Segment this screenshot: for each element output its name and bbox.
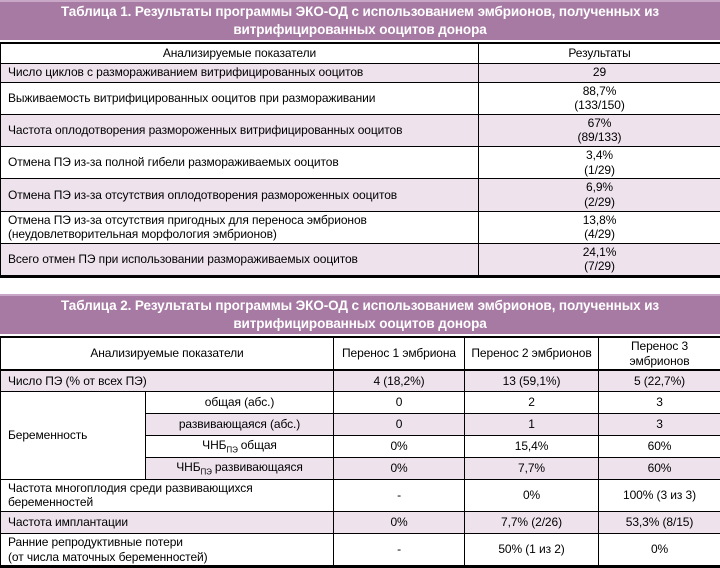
table-row: Отмена ПЭ из-за отсутствия пригодных для… — [1, 211, 720, 243]
table1-section: Таблица 1. Результаты программы ЭКО-ОД с… — [0, 0, 720, 278]
table1-header-indicators: Анализируемые показатели — [1, 43, 479, 63]
table-row: Частота имплантации 0% 7,7% (2/26) 53,3%… — [1, 512, 720, 534]
row-value-cell: 53,3% (8/15) — [599, 512, 720, 534]
table-row: Число циклов с размораживанием витрифици… — [1, 63, 720, 82]
table-row: Отмена ПЭ из-за полной гибели разморажив… — [1, 147, 720, 179]
table-row: Беременность общая (абс.) 0 2 3 — [1, 391, 720, 413]
row-value-cell: 60% — [599, 457, 720, 479]
row-label-cell: Отмена ПЭ из-за отсутствия пригодных для… — [1, 211, 479, 243]
row-label-cell: Отмена ПЭ из-за отсутствия оплодотворени… — [1, 179, 479, 211]
row-value-cell: 0% — [599, 534, 720, 567]
row-value-cell: 3 — [599, 413, 720, 435]
row-value-cell: 0% — [334, 512, 465, 534]
table2-header-row: Анализируемые показатели Перенос 1 эмбри… — [1, 337, 720, 370]
row-value-cell: 7,7% (2/26) — [465, 512, 599, 534]
chnb-base: ЧНБ — [176, 460, 200, 474]
row-label-cell: Число циклов с размораживанием витрифици… — [1, 63, 479, 82]
row-value-cell: - — [334, 534, 465, 567]
tables-gap — [0, 278, 720, 294]
subrow-label-cell: ЧНБПЭ общая — [146, 435, 334, 457]
row-value-cell: - — [334, 479, 465, 511]
row-value-cell: 13 (59,1%) — [465, 370, 599, 391]
table2-header-transfer3: Перенос 3 эмбрионов — [599, 337, 720, 370]
row-label-cell: Отмена ПЭ из-за полной гибели разморажив… — [1, 147, 479, 179]
table2-header-indicators: Анализируемые показатели — [1, 337, 334, 370]
row-value-cell: 50% (1 из 2) — [465, 534, 599, 567]
row-value-cell: 0 — [334, 413, 465, 435]
table1-grid: Анализируемые показатели Результаты Числ… — [0, 42, 720, 278]
table-row: Выживаемость витрифицированных ооцитов п… — [1, 82, 720, 114]
table1-header-row: Анализируемые показатели Результаты — [1, 43, 720, 63]
row-value-cell: 4 (18,2%) — [334, 370, 465, 391]
chnb-subscript: ПЭ — [226, 445, 237, 454]
table1-title: Таблица 1. Результаты программы ЭКО-ОД с… — [0, 0, 720, 40]
table-row: Ранние репродуктивные потери (от числа м… — [1, 534, 720, 567]
chnb-rest: развивающаяся — [215, 460, 303, 474]
chnb-subscript: ПЭ — [201, 467, 212, 476]
subrow-label-cell: общая (абс.) — [146, 391, 334, 413]
row-value-cell: 13,8% (4/29) — [479, 211, 720, 243]
row-value-cell: 3,4% (1/29) — [479, 147, 720, 179]
table-row: Число ПЭ (% от всех ПЭ) 4 (18,2%) 13 (59… — [1, 370, 720, 391]
table-row: Отмена ПЭ из-за отсутствия оплодотворени… — [1, 179, 720, 211]
row-value-cell: 29 — [479, 63, 720, 82]
table-row: Частота многоплодия среди развивающихся … — [1, 479, 720, 511]
row-value-cell: 24,1% (7/29) — [479, 243, 720, 276]
row-value-cell: 15,4% — [465, 435, 599, 457]
row-value-cell: 6,9% (2/29) — [479, 179, 720, 211]
row-value-cell: 5 (22,7%) — [599, 370, 720, 391]
row-value-cell: 2 — [465, 391, 599, 413]
row-value-cell: 0% — [334, 435, 465, 457]
row-label-cell: Всего отмен ПЭ при использовании размора… — [1, 243, 479, 276]
table1-header-results: Результаты — [479, 43, 720, 63]
row-value-cell: 0% — [334, 457, 465, 479]
row-value-cell: 67% (89/133) — [479, 114, 720, 146]
row-label-cell: Частота многоплодия среди развивающихся … — [1, 479, 334, 511]
chnb-rest: общая — [241, 438, 277, 452]
row-value-cell: 60% — [599, 435, 720, 457]
row-label-cell: Частота оплодотворения размороженных вит… — [1, 114, 479, 146]
row-label-cell: Число ПЭ (% от всех ПЭ) — [1, 370, 334, 391]
row-label-cell: Частота имплантации — [1, 512, 334, 534]
chnb-base: ЧНБ — [202, 438, 226, 452]
row-label-cell: Ранние репродуктивные потери (от числа м… — [1, 534, 334, 567]
row-label-cell: Выживаемость витрифицированных ооцитов п… — [1, 82, 479, 114]
table2-header-transfer2: Перенос 2 эмбрионов — [465, 337, 599, 370]
row-value-cell: 3 — [599, 391, 720, 413]
row-value-cell: 0% — [465, 479, 599, 511]
row-value-cell: 7,7% — [465, 457, 599, 479]
table2-grid: Анализируемые показатели Перенос 1 эмбри… — [0, 336, 720, 568]
row-value-cell: 1 — [465, 413, 599, 435]
subrow-label-cell: развивающаяся (абс.) — [146, 413, 334, 435]
table-row: Всего отмен ПЭ при использовании размора… — [1, 243, 720, 276]
table2-header-transfer1: Перенос 1 эмбриона — [334, 337, 465, 370]
row-value-cell: 0 — [334, 391, 465, 413]
table2-title: Таблица 2. Результаты программы ЭКО-ОД с… — [0, 294, 720, 334]
table2-section: Таблица 2. Результаты программы ЭКО-ОД с… — [0, 294, 720, 568]
pregnancy-group-label-cell: Беременность — [1, 391, 146, 479]
table-row: Частота оплодотворения размороженных вит… — [1, 114, 720, 146]
row-value-cell: 100% (3 из 3) — [599, 479, 720, 511]
row-value-cell: 88,7% (133/150) — [479, 82, 720, 114]
